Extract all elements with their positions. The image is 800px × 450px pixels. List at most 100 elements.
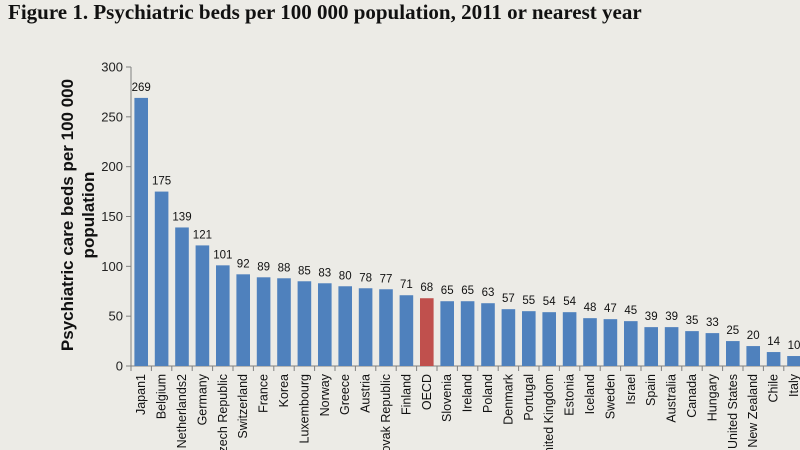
data-label: 33 <box>706 317 719 329</box>
x-tick-label: Norway <box>318 373 332 416</box>
data-label: 269 <box>132 82 151 94</box>
data-label: 101 <box>213 249 232 261</box>
x-tick-label: Czech Republic <box>216 374 230 450</box>
data-label: 39 <box>645 311 658 323</box>
bar <box>236 274 250 366</box>
bar <box>460 301 475 366</box>
data-label: 83 <box>318 267 331 279</box>
x-tick-label: Switzerland <box>236 374 250 439</box>
x-tick-label: Greece <box>338 374 352 415</box>
data-label: 80 <box>339 270 352 282</box>
y-axis-title-line: population <box>79 172 98 259</box>
bar <box>542 312 556 366</box>
x-tick-label: Israel <box>624 374 638 405</box>
bar <box>664 327 679 366</box>
data-label: 65 <box>461 285 474 297</box>
bar <box>134 97 148 367</box>
bar <box>256 277 271 366</box>
data-label: 77 <box>380 273 393 285</box>
data-label: 78 <box>359 272 372 284</box>
data-label: 92 <box>237 258 250 270</box>
data-label: 47 <box>604 303 617 315</box>
x-tick-label: Germany <box>195 373 209 425</box>
x-tick-label: OECD <box>420 374 434 410</box>
bar <box>175 227 189 366</box>
data-label: 139 <box>172 211 191 223</box>
bar <box>420 298 434 366</box>
data-label: 20 <box>747 330 760 342</box>
bar <box>644 327 658 366</box>
bar <box>195 245 210 366</box>
bar <box>154 191 169 366</box>
x-tick-label: United States <box>726 374 740 449</box>
x-tick-label: France <box>257 374 271 413</box>
data-label: 89 <box>257 261 270 273</box>
x-tick-label: Estonia <box>563 374 577 416</box>
data-label: 175 <box>152 176 171 188</box>
y-tick-label: 200 <box>101 159 123 174</box>
y-tick-label: 250 <box>101 109 123 124</box>
x-tick-label: Italy <box>787 373 800 397</box>
x-tick-label: Hungary <box>705 373 719 421</box>
bar <box>766 352 781 366</box>
y-tick-label: 0 <box>116 359 123 374</box>
data-label: 35 <box>686 315 699 327</box>
x-tick-label: Denmark <box>501 373 515 424</box>
bar <box>562 312 577 366</box>
bar <box>685 331 699 366</box>
data-label: 25 <box>726 325 739 337</box>
x-tick-label: Netherlands2 <box>175 374 189 448</box>
data-label: 65 <box>441 285 454 297</box>
bar <box>624 321 638 366</box>
bar <box>481 303 495 366</box>
data-label: 63 <box>482 287 495 299</box>
data-label: 121 <box>193 229 212 241</box>
data-label: 48 <box>584 302 597 314</box>
bar <box>318 283 332 366</box>
x-tick-label: Iceland <box>583 374 597 414</box>
bar <box>216 265 230 366</box>
x-tick-label: Sweden <box>603 374 617 419</box>
x-tick-label: Finland <box>399 374 413 415</box>
x-tick-label: Canada <box>685 374 699 418</box>
x-tick-label: Australia <box>665 374 679 423</box>
bar <box>338 286 352 366</box>
data-label: 14 <box>767 336 780 348</box>
chart-title: Figure 1. Psychiatric beds per 100 000 p… <box>8 0 642 24</box>
x-tick-label: New Zealand <box>746 374 760 448</box>
data-label: 68 <box>420 282 433 294</box>
x-tick-label: Spain <box>644 374 658 406</box>
x-tick-label: United Kingdom <box>542 374 556 450</box>
bar <box>787 356 800 366</box>
data-label: 71 <box>400 279 413 291</box>
x-tick-label: Austria <box>359 374 373 413</box>
x-tick-label: Korea <box>277 374 291 407</box>
bar <box>746 346 760 366</box>
y-tick-label: 300 <box>101 60 123 75</box>
bar <box>440 301 454 366</box>
bar <box>522 311 536 366</box>
data-label: 57 <box>502 293 515 305</box>
y-tick-label: 150 <box>101 209 123 224</box>
x-tick-label: Portugal <box>522 374 536 421</box>
x-tick-label: Ireland <box>461 374 475 412</box>
data-label: 85 <box>298 265 311 277</box>
bar <box>379 289 393 366</box>
x-tick-label: Belgium <box>155 374 169 419</box>
data-label: 88 <box>278 262 291 274</box>
data-label: 55 <box>522 295 535 307</box>
y-axis-title-line: Psychiatric care beds per 100 000 <box>58 79 77 351</box>
bar <box>583 318 597 366</box>
data-label: 10 <box>788 340 800 352</box>
bar <box>603 319 618 366</box>
x-tick-label: Slovak Republic <box>379 374 393 450</box>
data-label: 39 <box>665 311 678 323</box>
data-label: 54 <box>543 296 556 308</box>
bar <box>705 333 720 366</box>
x-tick-label: Japan1 <box>134 374 148 415</box>
x-tick-label: Luxembourg <box>297 374 311 444</box>
bar <box>726 341 740 366</box>
bar <box>501 309 516 366</box>
bar <box>297 281 312 366</box>
